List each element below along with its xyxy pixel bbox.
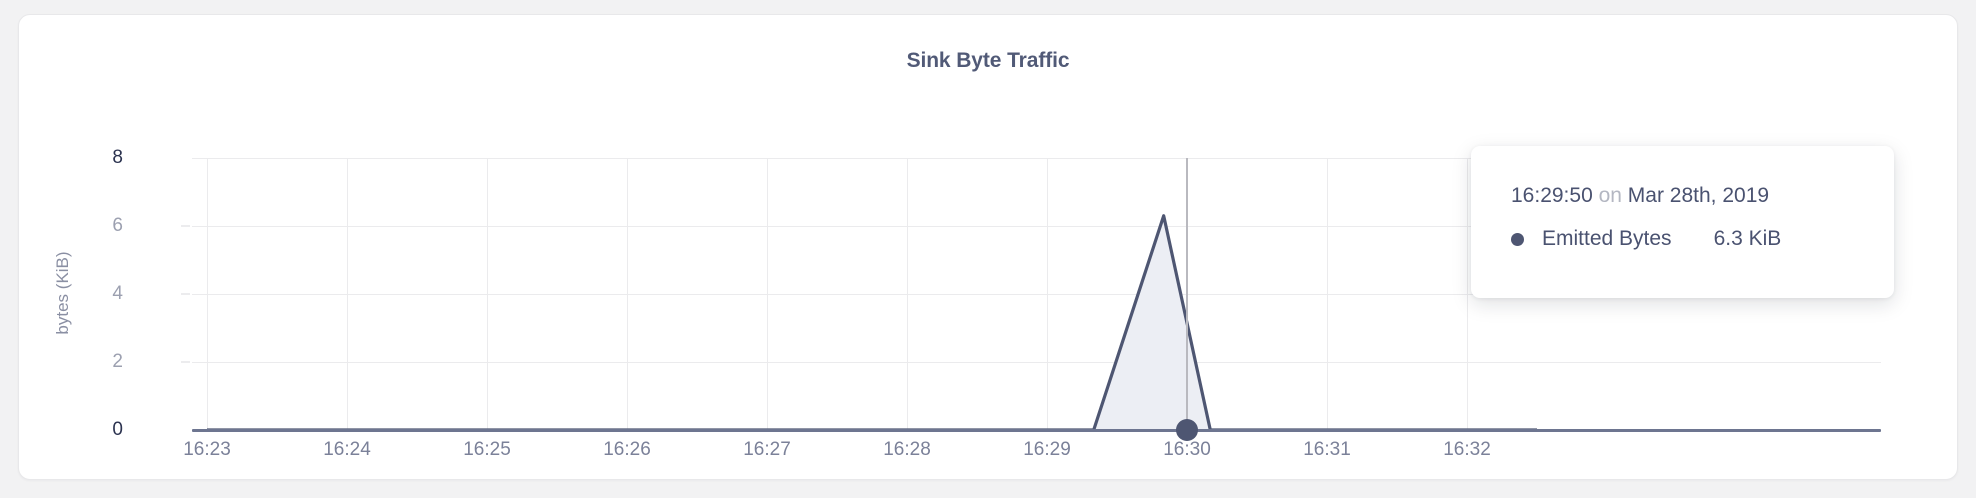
chart-card: Sink Byte Traffic bytes (KiB) 0 2 4 6 8 16:2… [18, 14, 1958, 480]
series-line [207, 216, 1537, 430]
x-tick-label: 16:26 [603, 439, 651, 460]
gridline-vertical [347, 158, 348, 430]
tooltip-date: Mar 28th, 2019 [1627, 184, 1770, 207]
gridline-horizontal [192, 158, 1881, 159]
x-tick-label: 16:31 [1303, 439, 1351, 460]
gridline-horizontal [192, 226, 1881, 227]
gridline-vertical [1047, 158, 1048, 430]
y-tick-dash [181, 361, 190, 363]
y-tick-label: 8 [112, 147, 123, 168]
gridline-vertical [487, 158, 488, 430]
tooltip-on-word: on [1598, 184, 1622, 207]
y-tick-label: 4 [112, 283, 123, 304]
x-tick-label: 16:23 [183, 439, 231, 460]
gridline-horizontal [192, 362, 1881, 363]
gridline-vertical [627, 158, 628, 430]
hover-marker-dot [1176, 419, 1198, 441]
gridline-horizontal [192, 294, 1881, 295]
x-tick-label: 16:29 [1023, 439, 1071, 460]
x-tick-label: 16:27 [743, 439, 791, 460]
hover-tooltip: 16:29:50 on Mar 28th, 2019 Emitted Bytes… [1471, 146, 1894, 298]
x-tick-label: 16:32 [1443, 439, 1491, 460]
series-color-dot-icon [1511, 232, 1524, 246]
tooltip-time: 16:29:50 [1511, 184, 1593, 207]
tooltip-series-name: Emitted Bytes [1542, 227, 1672, 250]
y-tick-label: 0 [112, 419, 123, 440]
y-tick-label: 2 [112, 351, 123, 372]
tooltip-series-value: 6.3 KiB [1713, 227, 1782, 250]
y-tick-dash [181, 293, 190, 295]
gridline-vertical [1467, 158, 1468, 430]
gridline-vertical [207, 158, 208, 430]
gridline-vertical [1327, 158, 1328, 430]
x-tick-label: 16:25 [463, 439, 511, 460]
x-tick-label: 16:24 [323, 439, 371, 460]
x-tick-label: 16:30 [1163, 439, 1211, 460]
series-area-fill [207, 215, 1537, 430]
tooltip-timestamp: 16:29:50 on Mar 28th, 2019 [1511, 184, 1854, 208]
y-tick-label: 6 [112, 215, 123, 236]
y-axis-title: bytes (KiB) [53, 251, 72, 335]
gridline-vertical [767, 158, 768, 430]
x-axis-baseline [192, 429, 1881, 432]
y-tick-dash [181, 225, 190, 227]
x-tick-label: 16:28 [883, 439, 931, 460]
chart-title: Sink Byte Traffic [906, 49, 1070, 72]
crosshair-line [1186, 158, 1188, 430]
gridline-vertical [907, 158, 908, 430]
tooltip-series-row: Emitted Bytes 6.3 KiB [1511, 227, 1854, 251]
